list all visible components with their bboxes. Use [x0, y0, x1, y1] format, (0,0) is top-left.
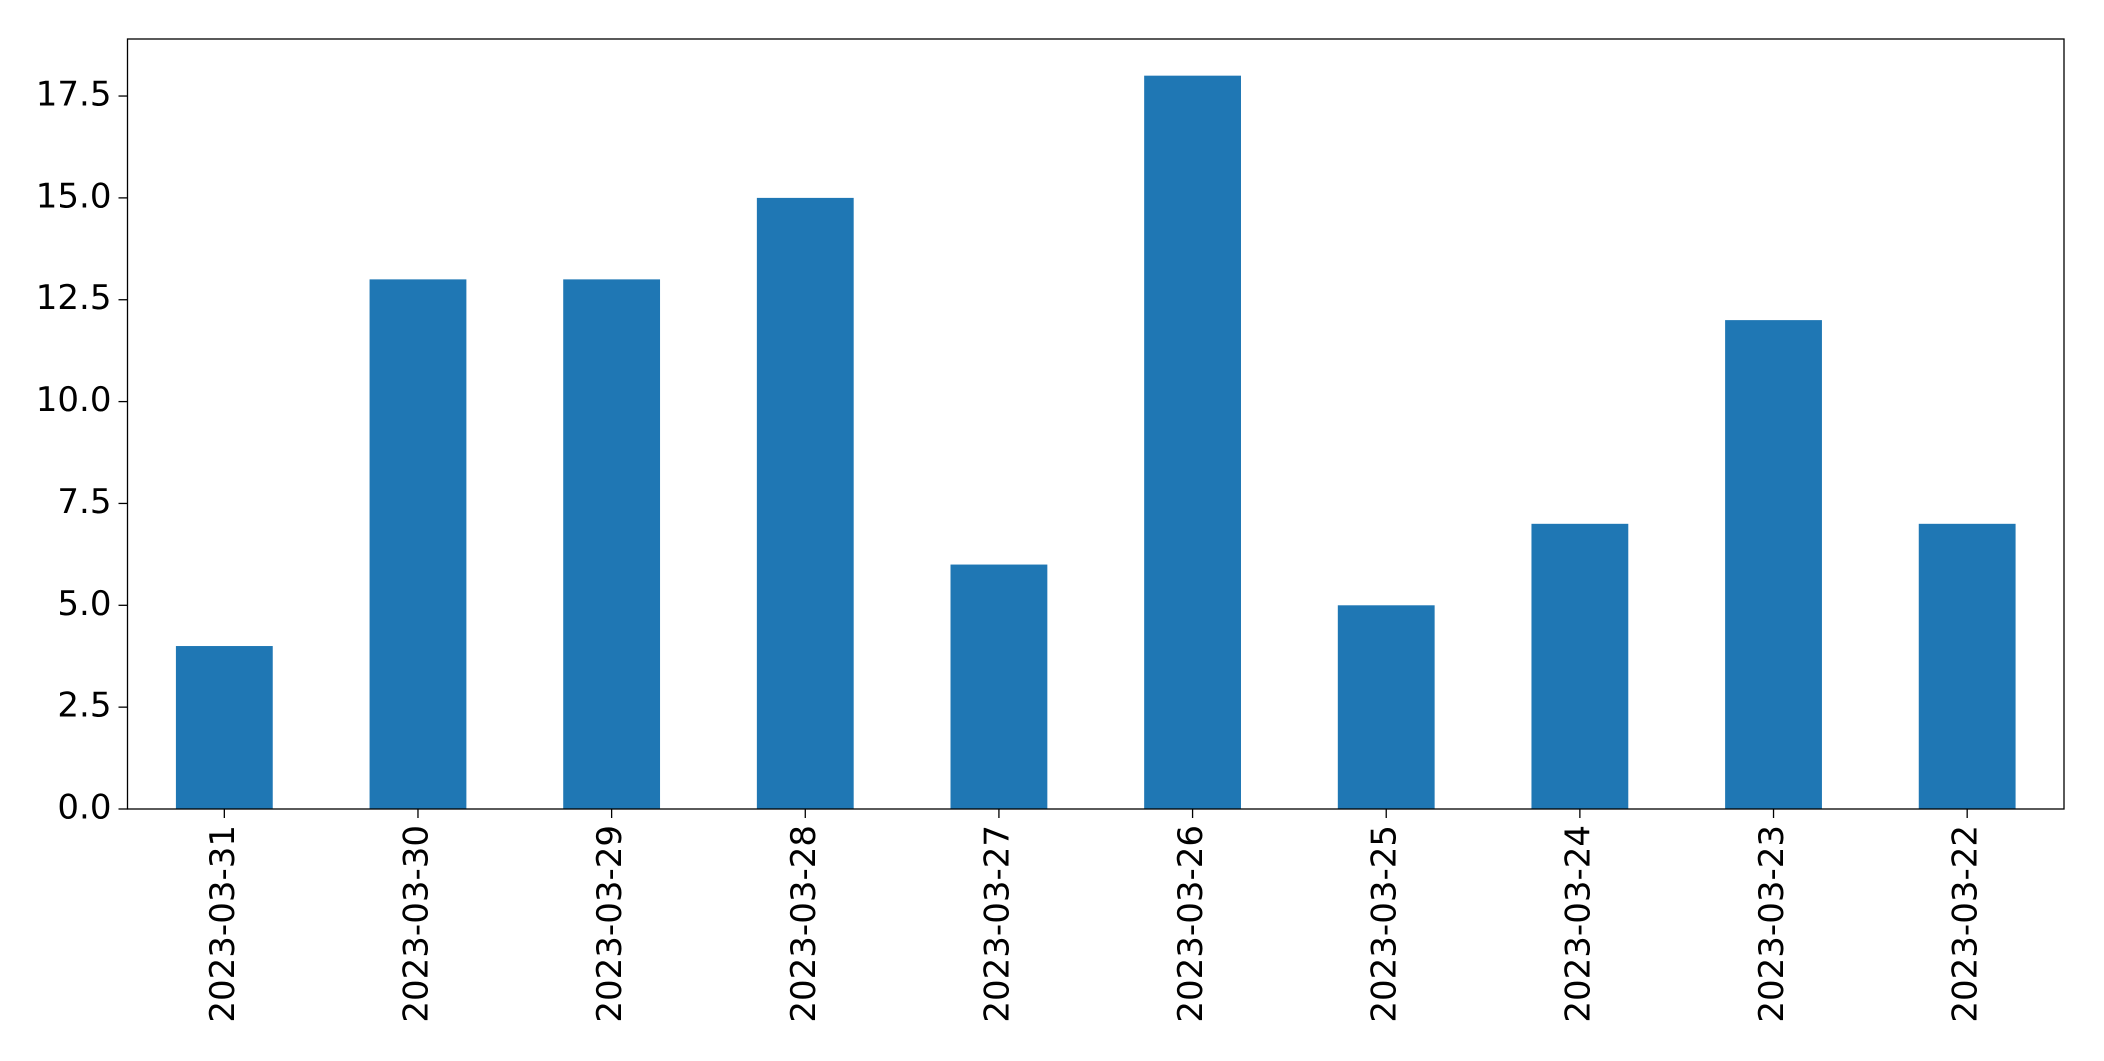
axes-frame: [126, 38, 2065, 810]
x-tick-label: 2023-03-29: [590, 825, 630, 1023]
x-tick-label: 2023-03-31: [203, 825, 243, 1023]
x-tick-label: 2023-03-24: [1558, 825, 1598, 1023]
y-tick-label: 12.5: [36, 278, 112, 318]
bar: [369, 279, 467, 809]
x-tick-label: 2023-03-25: [1365, 825, 1405, 1023]
y-tick-label: 17.5: [36, 75, 112, 115]
bar: [1144, 75, 1241, 809]
bar: [950, 564, 1048, 809]
y-tick-label: 7.5: [57, 482, 111, 522]
bar: [756, 197, 854, 809]
x-tick-label: 2023-03-26: [1171, 825, 1211, 1023]
x-tick-label: 2023-03-30: [396, 825, 436, 1023]
x-tick-label: 2023-03-23: [1752, 825, 1792, 1023]
bar: [1337, 605, 1435, 809]
y-tick-label: 5.0: [57, 584, 111, 624]
y-tick-label: 15.0: [36, 176, 112, 216]
bar: [175, 646, 273, 809]
x-tick-label: 2023-03-22: [1946, 825, 1986, 1023]
x-tick-label: 2023-03-27: [977, 825, 1017, 1023]
y-tick-label: 0.0: [57, 788, 111, 828]
y-tick-label: 2.5: [57, 686, 111, 726]
x-tick-label: 2023-03-28: [784, 825, 824, 1023]
bar: [563, 279, 661, 809]
y-tick-label: 10.0: [36, 380, 112, 420]
bar: [1918, 523, 2016, 809]
bar: [1531, 523, 1629, 809]
bar: [1725, 320, 1822, 809]
